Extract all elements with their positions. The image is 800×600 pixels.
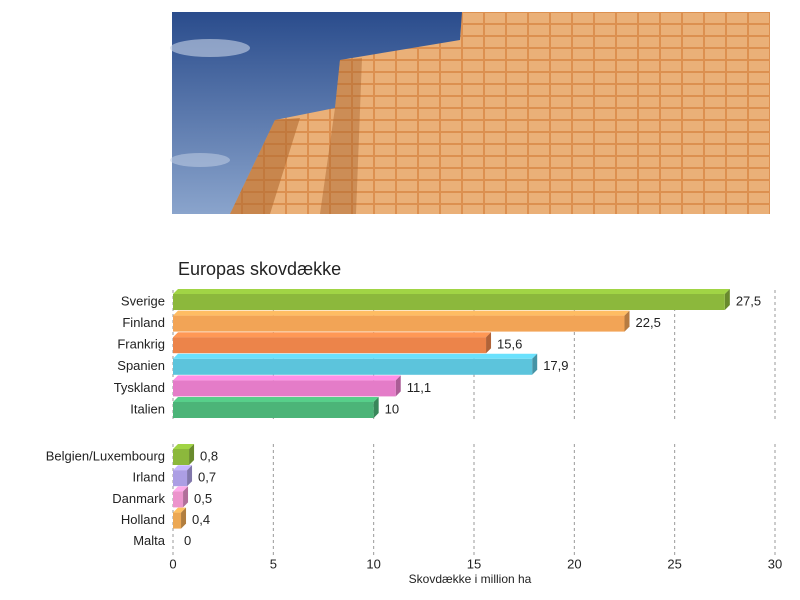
- bar-top: [173, 289, 730, 294]
- bar-end: [183, 486, 189, 508]
- bar: [173, 315, 625, 332]
- bar-top: [173, 486, 189, 492]
- y-tick-label: Spanien: [117, 358, 165, 373]
- x-tick-label: 10: [366, 556, 380, 571]
- value-label: 11,1: [407, 380, 431, 395]
- value-label: 0: [184, 533, 191, 548]
- y-tick-label: Finland: [122, 315, 165, 330]
- y-tick-label: Holland: [121, 512, 165, 527]
- value-label: 0,5: [194, 491, 212, 506]
- y-tick-label: Belgien/Luxembourg: [46, 448, 165, 463]
- bar-end: [532, 353, 538, 375]
- bar-end: [724, 289, 730, 310]
- bar-end: [395, 375, 401, 397]
- bar-top: [173, 332, 492, 338]
- bar-top: [173, 375, 401, 381]
- bar: [173, 294, 725, 310]
- bar: [173, 491, 184, 508]
- bar: [173, 358, 533, 375]
- x-tick-label: 5: [270, 556, 277, 571]
- value-label: 22,5: [636, 315, 661, 330]
- value-label: 0,7: [198, 470, 216, 485]
- bar-end: [189, 444, 195, 465]
- x-tick-label: 25: [667, 556, 681, 571]
- bar-end: [187, 465, 193, 487]
- x-tick-label: 0: [169, 556, 176, 571]
- bar: [173, 380, 396, 397]
- chart-title: Europas skovdække: [178, 259, 341, 279]
- bar-end: [486, 332, 492, 354]
- bar-top: [173, 465, 193, 471]
- value-label: 10: [385, 401, 399, 416]
- bar-end: [373, 397, 379, 418]
- value-label: 0,8: [200, 448, 218, 463]
- bar: [173, 512, 182, 529]
- photo: [170, 12, 770, 214]
- x-tick-label: 15: [467, 556, 481, 571]
- y-tick-label: Frankrig: [117, 337, 165, 352]
- x-axis-label: Skovdække i million ha: [409, 572, 532, 586]
- bar-top: [173, 353, 538, 359]
- value-label: 27,5: [736, 293, 761, 308]
- bar-end: [181, 507, 187, 529]
- bar: [173, 449, 190, 465]
- bar-top: [173, 310, 630, 316]
- value-label: 17,9: [543, 358, 568, 373]
- bar-end: [624, 310, 630, 332]
- y-tick-label: Irland: [132, 470, 165, 485]
- y-tick-label: Sverige: [121, 293, 165, 308]
- bar: [173, 337, 487, 354]
- y-tick-label: Tyskland: [114, 380, 165, 395]
- y-tick-label: Danmark: [112, 491, 165, 506]
- bar-top: [173, 444, 195, 449]
- y-tick-label: Italien: [130, 401, 165, 416]
- bar-top: [173, 397, 379, 402]
- x-tick-label: 20: [567, 556, 581, 571]
- x-tick-label: 30: [768, 556, 782, 571]
- bar: [173, 402, 374, 418]
- bar-top: [173, 507, 187, 513]
- value-label: 0,4: [192, 512, 210, 527]
- bar: [173, 470, 188, 487]
- value-label: 15,6: [497, 337, 522, 352]
- y-tick-label: Malta: [133, 533, 166, 548]
